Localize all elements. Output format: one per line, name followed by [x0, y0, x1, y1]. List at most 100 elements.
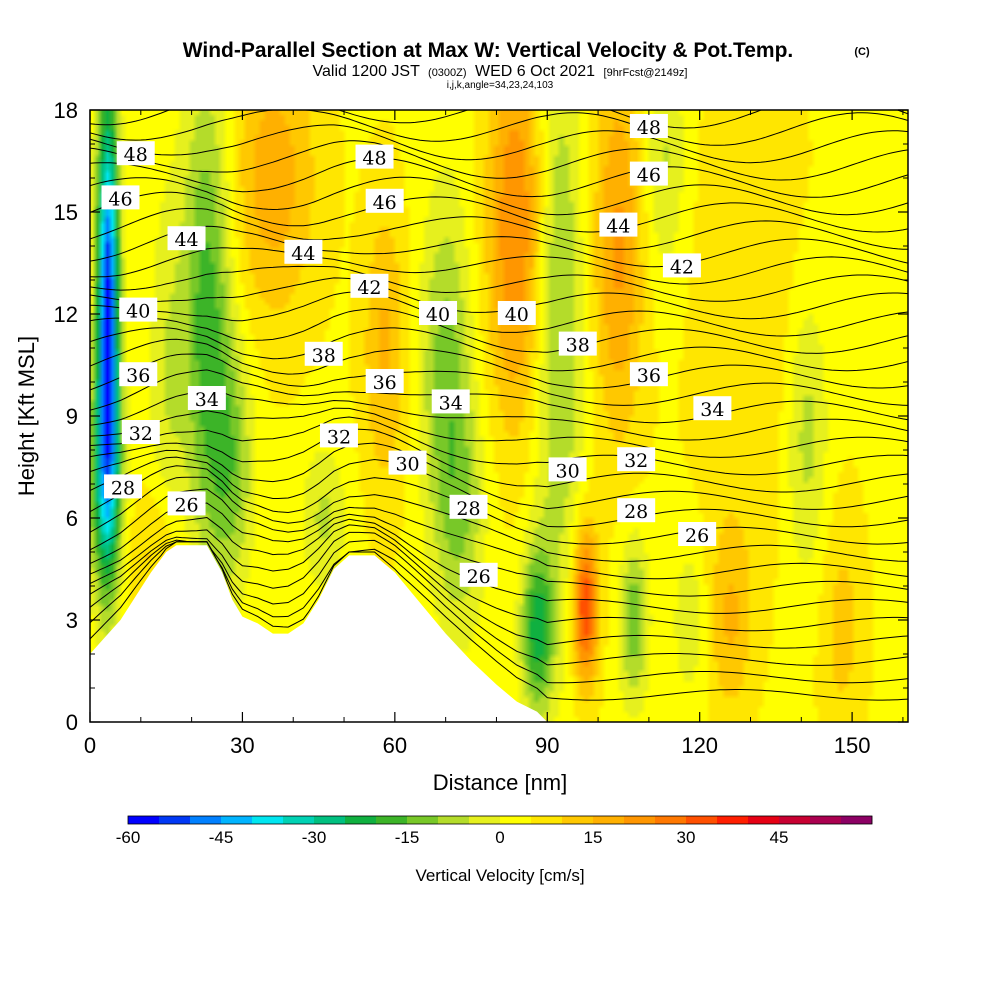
contour-label-text: 32	[129, 423, 153, 445]
colorbar-swatch	[624, 816, 656, 824]
contour-label-text: 28	[456, 498, 480, 520]
theta-contour-line	[90, 516, 908, 614]
contour-label: 44	[599, 212, 638, 238]
contour-label-text: 38	[566, 335, 590, 357]
subtitle-utc: (0300Z)	[428, 67, 467, 79]
contour-label: 34	[693, 396, 732, 421]
contour-label-text: 38	[312, 345, 336, 367]
theta-contour-line	[90, 465, 908, 545]
theta-contour-line	[90, 353, 908, 406]
theta-contour-line	[90, 327, 908, 372]
contour-label-text: 48	[124, 144, 148, 166]
contour-label: 42	[350, 273, 389, 299]
contour-label-text: 34	[195, 389, 219, 411]
colorbar-tick-label: 15	[584, 828, 603, 847]
colorbar-swatch	[252, 816, 284, 824]
terrain-mask	[90, 545, 548, 722]
colorbar-tick-label: -30	[302, 828, 327, 847]
theta-contour-line	[90, 541, 908, 684]
theta-contour-line	[90, 265, 908, 302]
contour-label: 42	[662, 253, 701, 278]
x-tick-label: 60	[383, 733, 407, 758]
subtitle-valid: Valid 1200 JST	[313, 63, 421, 80]
contour-label-text: 36	[637, 365, 661, 387]
theta-contour-line	[90, 208, 908, 250]
contour-label: 36	[119, 362, 158, 387]
contour-label-text: 32	[327, 426, 351, 448]
subtitle-date: WED 6 Oct 2021	[475, 63, 595, 80]
colorbar-swatch	[779, 816, 811, 824]
contour-label-text: 40	[505, 304, 529, 326]
contour-label-text: 44	[606, 216, 630, 238]
contour-label-text: 48	[637, 117, 661, 139]
theta-contour-line	[90, 539, 908, 666]
colorbar-tick-label: 45	[770, 828, 789, 847]
contour-label-text: 36	[373, 372, 397, 394]
colorbar-swatch	[283, 816, 315, 824]
colorbar-ticks: -60 -45 -30 -15 0 15 30 45	[116, 828, 789, 847]
colorbar-swatch	[159, 816, 191, 824]
contour-label: 44	[167, 226, 206, 251]
contour-label: 28	[104, 474, 143, 499]
plot-area: 48 46 44 40 36 34 32 28 26 48 46 44 42 38 36 32 30 40 34 28…	[90, 110, 908, 722]
contour-labels: 48 46 44 40 36 34 32 28 26 48 46 44 42 38 36 32 30 40 34 28…	[101, 114, 732, 588]
contour-label-text: 34	[700, 399, 724, 421]
x-tick-label: 150	[834, 733, 871, 758]
contour-label: 46	[629, 161, 668, 187]
y-tick-label: 3	[66, 608, 78, 633]
theta-contour-line	[90, 247, 908, 285]
chart-title: Wind-Parallel Section at Max W: Vertical…	[183, 39, 794, 62]
theta-contour-line	[90, 225, 908, 268]
contour-label: 32	[121, 420, 160, 445]
theta-contour-line	[90, 541, 908, 701]
contour-label: 38	[558, 331, 597, 357]
y-tick-label: 6	[66, 506, 78, 531]
theta-contour-line	[90, 388, 908, 441]
chart-title-mark: (C)	[854, 46, 870, 58]
theta-contour-line	[90, 308, 908, 354]
contour-label: 30	[548, 457, 587, 482]
colorbar-frame	[127, 815, 873, 825]
colorbar-swatch	[407, 816, 439, 824]
colorbar-tick-label: 30	[677, 828, 696, 847]
theta-contour-line	[90, 110, 908, 146]
contour-label-text: 40	[126, 301, 150, 323]
potential-temperature-contours	[90, 110, 908, 701]
y-tick-label: 0	[66, 710, 78, 735]
theta-contour-line	[90, 157, 908, 198]
theta-contour-line	[90, 407, 908, 458]
contour-label-text: 36	[126, 365, 150, 387]
colorbar-swatch	[438, 816, 470, 824]
contour-label-text: 46	[108, 188, 132, 210]
contour-label-text: 34	[439, 392, 463, 414]
colorbar-swatch	[686, 816, 718, 824]
theta-contour-line	[90, 176, 908, 216]
x-axis-ticks: 0 30 60 90 120 150	[84, 110, 904, 758]
contour-label: 40	[119, 297, 158, 323]
contour-label-text: 48	[362, 148, 386, 170]
contour-label-text: 28	[111, 477, 135, 499]
contour-label: 44	[284, 239, 323, 265]
contour-label: 32	[319, 423, 358, 448]
contour-label: 34	[187, 386, 226, 411]
colorbar-swatch	[841, 816, 873, 824]
contour-label-text: 46	[637, 165, 661, 187]
theta-contour-line	[90, 338, 908, 389]
colorbar-swatch	[531, 816, 563, 824]
contour-label-text: 28	[624, 501, 648, 523]
theta-contour-line	[90, 124, 908, 164]
x-tick-label: 90	[535, 733, 559, 758]
contour-label-text: 26	[685, 525, 709, 547]
contour-label-text: 30	[555, 460, 579, 482]
contour-label: 46	[365, 188, 404, 214]
y-tick-label: 15	[54, 200, 78, 225]
colorbar-swatch	[717, 816, 749, 824]
theta-contour-line	[90, 428, 908, 493]
colorbar-swatch	[562, 816, 594, 824]
contour-label: 40	[419, 301, 458, 326]
colorbar-tick-label: 0	[495, 828, 504, 847]
contour-label: 48	[116, 141, 155, 166]
colorbar	[127, 815, 873, 825]
colorbar-swatch	[376, 816, 408, 824]
